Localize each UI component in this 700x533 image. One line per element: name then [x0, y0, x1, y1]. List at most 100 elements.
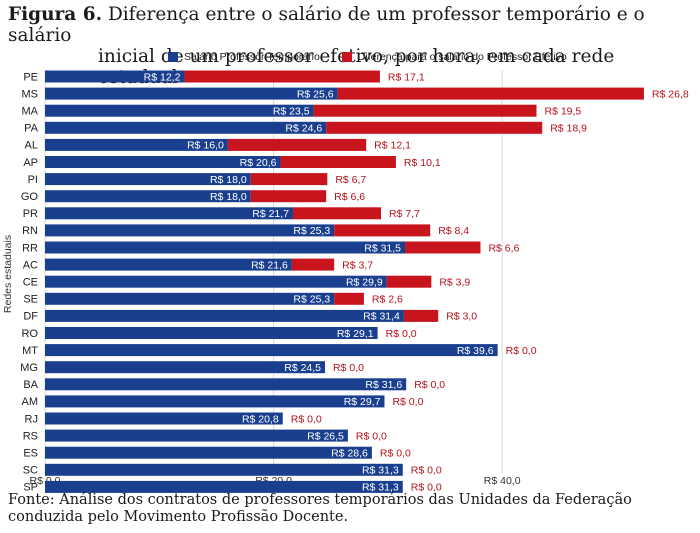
category-label-MT: MT [22, 345, 38, 357]
bar-diff-GO [250, 190, 327, 203]
data-label-diff-BA: R$ 0,0 [414, 379, 445, 391]
bar-temp-SP [45, 480, 403, 493]
data-label-diff-RO: R$ 0,0 [386, 328, 417, 340]
data-label-diff-PA: R$ 18,9 [550, 123, 587, 135]
x-tick-label-2: R$ 40,0 [484, 475, 521, 487]
legend-label-diff: Diferença para o salário do Professor Ef… [357, 51, 567, 63]
data-label-temp-MA: R$ 23,5 [273, 106, 310, 118]
data-label-diff-RJ: R$ 0,0 [291, 413, 322, 425]
data-label-temp-GO: R$ 18,0 [210, 191, 247, 203]
data-label-diff-SC: R$ 0,0 [411, 465, 442, 477]
data-label-temp-RR: R$ 31,5 [364, 242, 401, 254]
bar-temp-AC [45, 258, 292, 271]
category-label-SP: SP [23, 482, 38, 494]
data-label-temp-PI: R$ 18,0 [210, 174, 247, 186]
data-label-temp-BA: R$ 31,6 [365, 379, 402, 391]
bar-temp-PA [45, 121, 327, 134]
bar-diff-RR [405, 241, 481, 254]
bar-temp-MA [45, 104, 314, 117]
legend-item-temp: Salário Professor Temporário [168, 51, 320, 63]
bar-diff-PE [184, 70, 380, 83]
data-label-temp-MS: R$ 25,6 [297, 88, 334, 100]
source-line-1: Fonte: Análise dos contratos de professo… [8, 492, 632, 508]
data-label-temp-RO: R$ 29,1 [337, 328, 374, 340]
bar-diff-AC [291, 258, 335, 271]
y-axis-label: Redes estaduais [2, 235, 14, 313]
bar-diff-PA [326, 121, 543, 134]
category-label-CE: CE [23, 277, 38, 289]
legend-swatch-temp [168, 52, 178, 62]
bar-diff-AL [227, 138, 367, 151]
data-label-diff-AL: R$ 12,1 [374, 140, 411, 152]
category-label-DF: DF [23, 311, 38, 323]
bar-temp-SC [45, 463, 403, 476]
category-label-PR: PR [23, 208, 38, 220]
category-label-PA: PA [24, 123, 39, 135]
bar-temp-RR [45, 241, 406, 254]
data-label-temp-RN: R$ 25,3 [293, 225, 330, 237]
category-label-RN: RN [22, 225, 38, 237]
legend-item-diff: Diferença para o salário do Professor Ef… [341, 51, 567, 63]
bar-temp-SE [45, 292, 335, 305]
bar-diff-DF [403, 309, 439, 322]
category-label-MG: MG [20, 362, 38, 374]
data-label-temp-MG: R$ 24,5 [284, 362, 321, 374]
category-label-PE: PE [23, 71, 38, 83]
title-line-1: Diferença entre o salário de um professo… [8, 4, 645, 46]
bar-temp-CE [45, 275, 387, 288]
bar-temp-MG [45, 361, 326, 374]
bar-temp-AM [45, 395, 385, 408]
category-label-MA: MA [22, 106, 39, 118]
source-line-2: conduzida pelo Movimento Profissão Docen… [8, 509, 349, 525]
category-label-AL: AL [25, 140, 38, 152]
category-label-AM: AM [22, 396, 39, 408]
bar-temp-MT [45, 344, 498, 357]
data-label-diff-PR: R$ 7,7 [389, 208, 420, 220]
bar-temp-PE [45, 70, 185, 83]
data-label-temp-AP: R$ 20,6 [240, 157, 277, 169]
category-label-RO: RO [22, 328, 39, 340]
data-label-temp-ES: R$ 28,6 [331, 448, 368, 460]
category-label-ES: ES [23, 448, 38, 460]
data-label-temp-MT: R$ 39,6 [457, 345, 494, 357]
data-label-temp-RJ: R$ 20,8 [242, 413, 279, 425]
data-label-diff-SP: R$ 0,0 [411, 482, 442, 494]
bar-temp-PI [45, 173, 251, 186]
bar-temp-DF [45, 309, 404, 322]
data-label-temp-SE: R$ 25,3 [293, 294, 330, 306]
data-label-diff-MG: R$ 0,0 [333, 362, 364, 374]
data-label-temp-RS: R$ 26,5 [307, 430, 344, 442]
category-label-AP: AP [23, 157, 38, 169]
bar-diff-AP [280, 156, 396, 168]
bar-temp-GO [45, 190, 251, 203]
bar-temp-AL [45, 138, 228, 151]
bar-diff-CE [386, 275, 432, 288]
category-label-RR: RR [22, 242, 38, 254]
data-label-diff-PE: R$ 17,1 [388, 71, 425, 83]
bar-diff-MA [313, 104, 537, 117]
data-label-temp-PR: R$ 21,7 [252, 208, 289, 220]
category-label-MS: MS [22, 88, 39, 100]
data-label-diff-AC: R$ 3,7 [342, 259, 373, 271]
data-label-diff-AM: R$ 0,0 [392, 396, 423, 408]
data-label-temp-AM: R$ 29,7 [344, 396, 381, 408]
category-label-RJ: RJ [25, 413, 38, 425]
data-label-temp-PE: R$ 12,2 [144, 71, 181, 83]
data-label-diff-MT: R$ 0,0 [506, 345, 537, 357]
bar-diff-RN [334, 224, 431, 237]
legend: Salário Professor Temporário Diferença p… [168, 51, 567, 63]
bar-temp-ES [45, 446, 372, 459]
bar-diff-SE [334, 292, 364, 305]
legend-swatch-diff [341, 52, 352, 62]
bar-diff-PI [250, 173, 328, 186]
bar-temp-PR [45, 207, 294, 220]
data-label-diff-GO: R$ 6,6 [334, 191, 365, 203]
bar-temp-RN [45, 224, 335, 237]
category-label-BA: BA [23, 379, 38, 391]
data-label-diff-DF: R$ 3,0 [446, 311, 477, 323]
category-label-SE: SE [23, 294, 38, 306]
category-label-PI: PI [28, 174, 38, 186]
category-label-RS: RS [23, 430, 38, 442]
data-label-diff-RN: R$ 8,4 [438, 225, 469, 237]
